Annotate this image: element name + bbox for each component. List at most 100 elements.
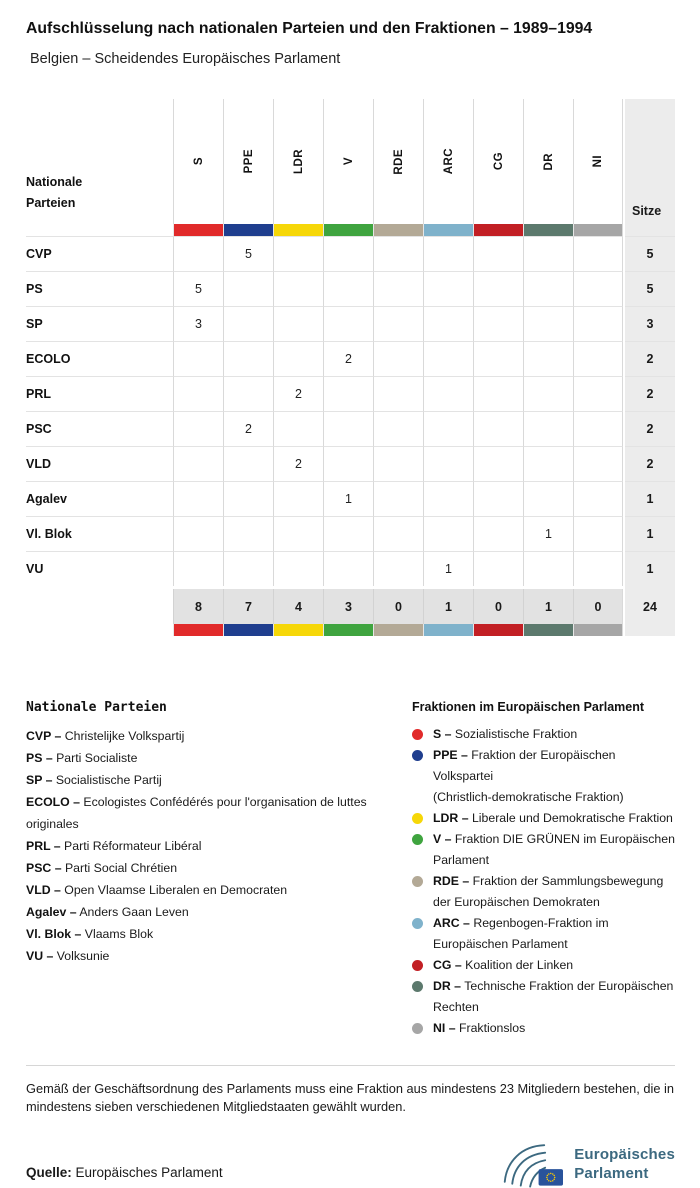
group-total: 0 bbox=[473, 589, 523, 624]
legend-abbr: S – bbox=[433, 727, 452, 741]
group-legend-item: S – Sozialistische Fraktion bbox=[412, 724, 675, 745]
legend-abbr: PS – bbox=[26, 751, 53, 765]
seat-count-cell bbox=[473, 306, 523, 341]
column-header-label: ARC bbox=[442, 148, 455, 175]
column-header-label: NI bbox=[592, 155, 604, 168]
seat-count-cell bbox=[323, 446, 373, 481]
party-legend-item: VLD – Open Vlaamse Liberalen en Democrat… bbox=[26, 883, 288, 897]
party-legend-item: PRL – Parti Réformateur Libéral bbox=[26, 839, 202, 853]
seat-count-cell bbox=[573, 481, 623, 516]
footer: Quelle: Europäisches Parlament bbox=[26, 1140, 675, 1188]
page-title: Aufschlüsselung nach nationalen Parteien… bbox=[26, 20, 593, 37]
seat-count-cell bbox=[223, 516, 273, 551]
group-color-dot bbox=[412, 750, 423, 761]
legend-parties-title: Nationale Parteien bbox=[26, 700, 167, 715]
party-total-seats: 2 bbox=[625, 411, 675, 446]
seat-count-cell bbox=[173, 446, 223, 481]
seat-count-cell bbox=[373, 446, 423, 481]
legend-abbr: ARC – bbox=[433, 916, 470, 930]
group-color-dot bbox=[412, 834, 423, 845]
party-legend-item: CVP – Christelijke Volkspartij bbox=[26, 729, 185, 743]
legend-abbr: ECOLO – bbox=[26, 795, 80, 809]
column-header-s: S bbox=[173, 99, 223, 224]
seat-count-cell bbox=[423, 341, 473, 376]
seat-count-cell bbox=[573, 551, 623, 586]
seat-count-cell bbox=[323, 306, 373, 341]
seat-count-cell: 1 bbox=[423, 551, 473, 586]
seat-count-cell bbox=[173, 551, 223, 586]
group-total: 4 bbox=[273, 589, 323, 624]
seat-count-cell bbox=[523, 446, 573, 481]
party-total-seats: 2 bbox=[625, 376, 675, 411]
seat-count-cell bbox=[323, 551, 373, 586]
seat-count-cell bbox=[423, 376, 473, 411]
ep-logo-line2: Parlament bbox=[574, 1165, 649, 1182]
seat-count-cell bbox=[223, 271, 273, 306]
legend-abbr: V – bbox=[433, 832, 452, 846]
seat-count-cell bbox=[273, 236, 323, 271]
source-label: Quelle: bbox=[26, 1165, 72, 1180]
seat-count-cell: 2 bbox=[223, 411, 273, 446]
group-color-dot bbox=[412, 876, 423, 887]
column-header-cg: CG bbox=[473, 99, 523, 224]
seat-count-cell bbox=[573, 271, 623, 306]
seat-count-cell bbox=[423, 481, 473, 516]
seat-count-cell bbox=[223, 306, 273, 341]
group-color-bar-bottom-ldr bbox=[273, 624, 323, 636]
seat-count-cell bbox=[473, 551, 523, 586]
party-name: Agalev bbox=[26, 481, 173, 516]
party-name: SP bbox=[26, 306, 173, 341]
seat-count-cell bbox=[373, 341, 423, 376]
seat-count-cell bbox=[523, 481, 573, 516]
legend-abbr: NI – bbox=[433, 1021, 456, 1035]
legend-political-groups: Fraktionen im Europäischen Parlament S –… bbox=[412, 700, 675, 1039]
legend-abbr: Agalev – bbox=[26, 905, 77, 919]
column-header-label: S bbox=[192, 157, 205, 166]
party-legend-item: VU – Volksunie bbox=[26, 949, 110, 963]
seat-count-cell bbox=[473, 411, 523, 446]
party-total-seats: 3 bbox=[625, 306, 675, 341]
seats-table: Nationale Parteien S PPE LDR V RDE ARC CG DR NI Si… bbox=[26, 99, 675, 636]
seat-count-cell bbox=[523, 411, 573, 446]
party-total-seats: 1 bbox=[625, 481, 675, 516]
seat-count-cell bbox=[223, 446, 273, 481]
column-header-ldr: LDR bbox=[273, 99, 323, 224]
legend-abbr: Vl. Blok – bbox=[26, 927, 82, 941]
seat-count-cell: 2 bbox=[323, 341, 373, 376]
party-legend-list: CVP – Christelijke Volkspartij PS – Parti… bbox=[26, 725, 412, 967]
group-total: 7 bbox=[223, 589, 273, 624]
ep-hemicycle-flag-icon bbox=[504, 1144, 564, 1188]
seat-count-cell bbox=[473, 516, 523, 551]
group-legend-item: NI – Fraktionslos bbox=[412, 1018, 675, 1039]
group-color-bar-s bbox=[173, 224, 223, 236]
seat-count-cell bbox=[373, 411, 423, 446]
column-header-label: CG bbox=[492, 152, 505, 171]
group-color-bar-bottom-cg bbox=[473, 624, 523, 636]
group-legend-item: ARC – Regenbogen-Fraktion im Europäische… bbox=[412, 913, 675, 955]
seat-count-cell bbox=[573, 341, 623, 376]
seat-count-cell bbox=[573, 236, 623, 271]
party-total-seats: 2 bbox=[625, 446, 675, 481]
seat-count-cell bbox=[373, 306, 423, 341]
footnote: Gemäß der Geschäftsordnung des Parlament… bbox=[26, 1081, 675, 1114]
seat-count-cell bbox=[323, 411, 373, 446]
group-total: 8 bbox=[173, 589, 223, 624]
seat-count-cell bbox=[273, 551, 323, 586]
legend-abbr: RDE – bbox=[433, 874, 470, 888]
seat-count-cell bbox=[223, 376, 273, 411]
seat-count-cell bbox=[523, 236, 573, 271]
legend-abbr: CVP – bbox=[26, 729, 62, 743]
seat-count-cell bbox=[523, 341, 573, 376]
seat-count-cell bbox=[323, 516, 373, 551]
party-legend-item: ECOLO – Ecologistes Confédérés pour l'or… bbox=[26, 795, 367, 831]
seat-count-cell bbox=[473, 376, 523, 411]
group-color-dot bbox=[412, 918, 423, 929]
group-color-dot bbox=[412, 813, 423, 824]
column-header-ppe: PPE bbox=[223, 99, 273, 224]
seat-count-cell bbox=[173, 516, 223, 551]
party-name: VU bbox=[26, 551, 173, 586]
column-header-label: LDR bbox=[292, 148, 305, 174]
seat-count-cell bbox=[223, 481, 273, 516]
legend-abbr: DR – bbox=[433, 979, 462, 993]
seat-count-cell bbox=[273, 516, 323, 551]
